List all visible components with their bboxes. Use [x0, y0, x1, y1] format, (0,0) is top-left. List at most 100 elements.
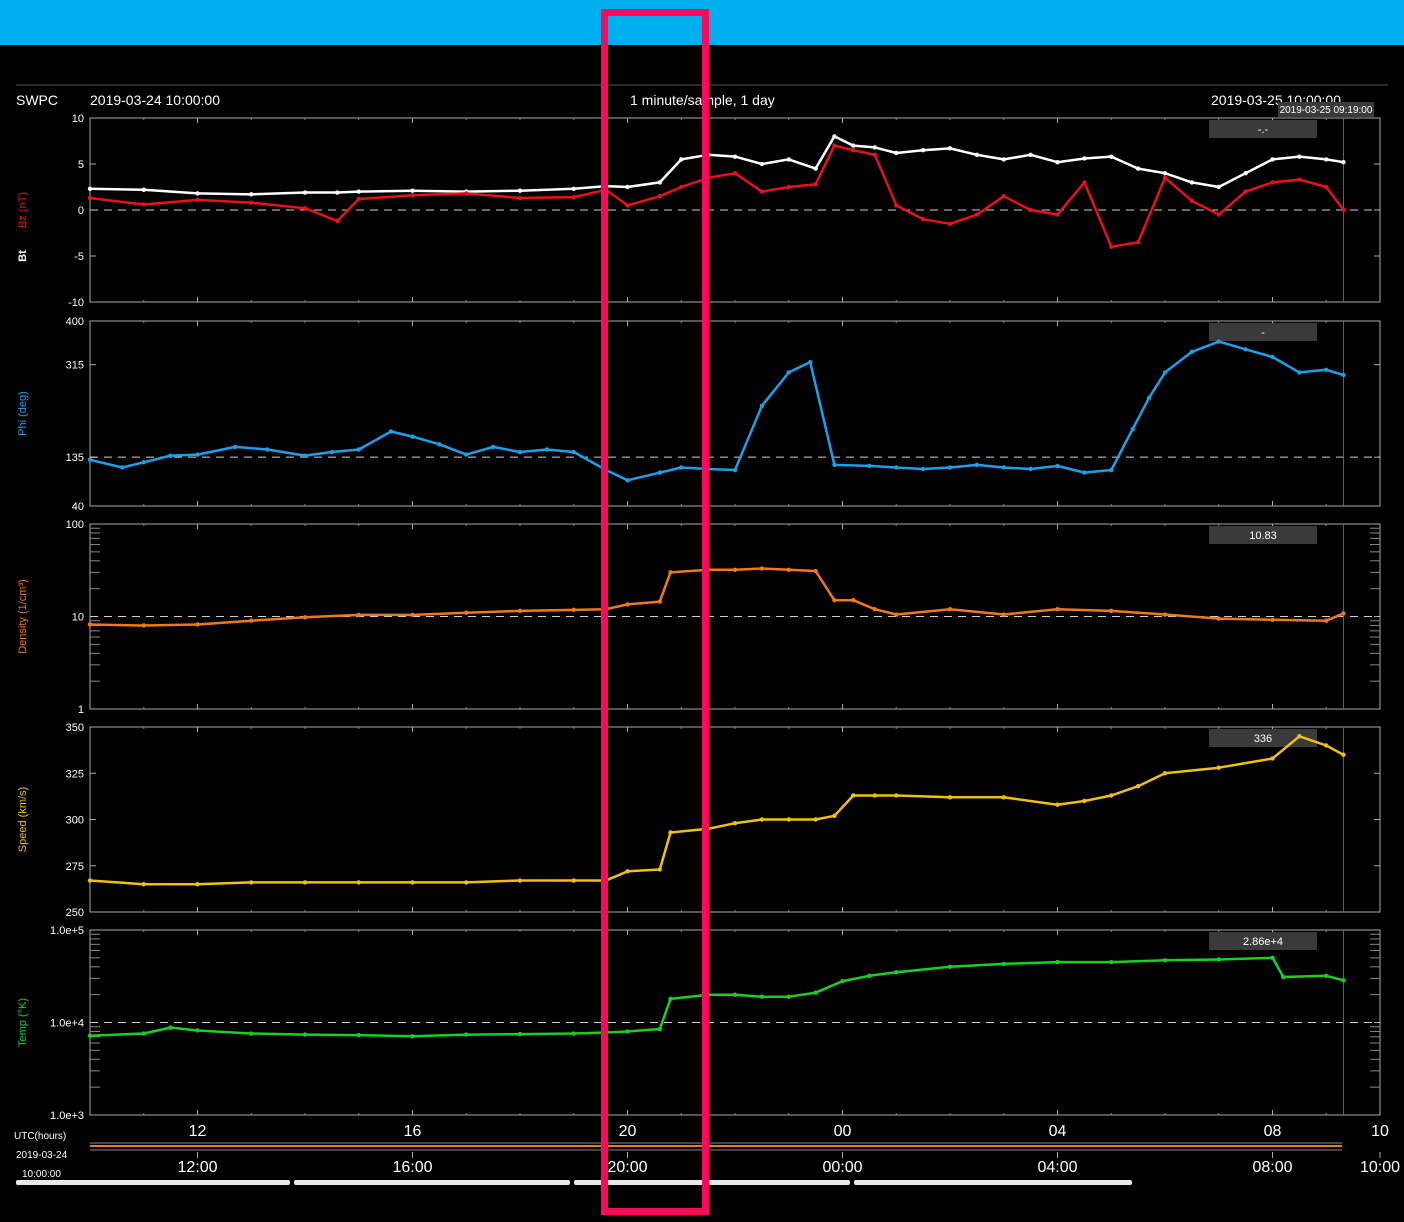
data-point-bz: [947, 221, 953, 226]
y-tick-label: 0: [78, 205, 84, 217]
data-point-density: [1109, 608, 1114, 614]
data-point-temp: [356, 1032, 361, 1038]
data-point-speed: [872, 793, 877, 798]
data-point-bt: [1189, 180, 1195, 185]
data-point-phi: [329, 449, 335, 455]
data-point-bt: [894, 150, 899, 156]
data-point-bt: [1216, 184, 1221, 190]
data-point-phi: [388, 429, 394, 434]
data-point-density: [851, 598, 856, 603]
tab-4[interactable]: [854, 1180, 1132, 1185]
data-point-phi: [832, 462, 837, 468]
data-point-phi: [168, 453, 173, 458]
readout-value: -: [1261, 327, 1265, 339]
data-point-phi: [464, 452, 469, 457]
y-axis-label: Speed (km/s): [17, 787, 29, 852]
data-point-bt: [679, 157, 684, 162]
data-point-temp: [168, 1025, 173, 1030]
data-point-speed: [356, 880, 361, 885]
data-point-density: [872, 606, 877, 612]
data-point-temp: [1055, 959, 1060, 965]
y-tick-label: 5: [78, 159, 84, 171]
data-point-density: [1055, 606, 1060, 612]
data-point-bt: [141, 187, 146, 192]
date-label: 2019-03-24: [16, 1150, 68, 1161]
hour-tick-label: 04: [1049, 1123, 1067, 1140]
y-tick-label: 325: [66, 768, 84, 780]
data-point-speed: [1162, 771, 1168, 776]
y-tick-label: 1.0e+3: [50, 1110, 84, 1122]
tab-2[interactable]: [294, 1180, 570, 1185]
data-point-phi: [302, 453, 308, 458]
data-point-bz: [1082, 180, 1087, 185]
data-point-bz: [813, 182, 818, 187]
data-point-temp: [249, 1031, 254, 1036]
data-point-density: [786, 567, 791, 572]
data-point-bz: [517, 195, 523, 201]
data-point-speed: [1341, 752, 1346, 757]
data-point-bz: [1243, 189, 1248, 194]
data-point-density: [894, 612, 899, 617]
data-point-speed: [832, 813, 837, 818]
timeline-tick-label: 00:00: [822, 1159, 862, 1176]
data-point-bz: [872, 152, 877, 157]
data-point-phi: [1162, 370, 1168, 375]
data-point-speed: [410, 880, 415, 885]
data-point-bt: [732, 154, 738, 159]
data-point-temp: [1216, 957, 1221, 962]
data-point-bt: [920, 148, 926, 153]
y-tick-label: 135: [66, 452, 84, 464]
y-tick-label: 250: [66, 907, 84, 919]
data-point-speed: [732, 821, 738, 826]
hour-tick-label: 08: [1264, 1123, 1282, 1140]
data-point-speed: [625, 869, 630, 874]
timeline-tick-label: 16:00: [392, 1159, 432, 1176]
x-axis-label: UTC(hours): [14, 1131, 66, 1142]
data-point-phi: [920, 466, 926, 472]
data-point-speed: [1109, 793, 1114, 798]
y-tick-label: 1: [78, 704, 84, 716]
data-point-density: [1216, 616, 1221, 621]
hour-tick-label: 00: [834, 1123, 852, 1140]
data-point-phi: [1341, 372, 1346, 378]
data-point-density: [1162, 612, 1168, 617]
data-point-bt: [947, 146, 953, 151]
data-point-speed: [517, 878, 523, 883]
start-time: 2019-03-24 10:00:00: [90, 92, 220, 108]
data-point-density: [759, 566, 765, 571]
data-point-bz: [335, 218, 340, 224]
data-point-speed: [571, 878, 576, 883]
y-tick-label: 315: [66, 360, 84, 372]
y-tick-label: 40: [72, 501, 84, 513]
series-density-line: [89, 567, 1344, 627]
data-point-bt: [302, 190, 308, 195]
data-point-speed: [1082, 798, 1087, 804]
timeline-tick-label: 12:00: [177, 1159, 217, 1176]
data-point-temp: [657, 1026, 662, 1032]
data-point-bt: [1297, 154, 1302, 159]
data-point-temp: [759, 994, 765, 999]
data-point-phi: [759, 403, 765, 408]
tab-1[interactable]: [16, 1180, 290, 1185]
data-point-density: [356, 612, 361, 618]
data-point-bz: [1324, 184, 1329, 190]
data-point-temp: [786, 994, 791, 999]
cursor-time-box: [1278, 102, 1374, 117]
data-point-temp: [195, 1028, 200, 1033]
data-point-density: [657, 599, 662, 604]
data-point-bz: [1162, 175, 1168, 180]
data-point-speed: [1135, 784, 1141, 789]
data-point-bt: [851, 143, 856, 148]
data-point-temp: [464, 1032, 469, 1037]
data-point-speed: [1324, 743, 1329, 748]
data-point-density: [195, 622, 200, 627]
data-point-temp: [867, 973, 872, 978]
data-point-speed: [1055, 802, 1060, 807]
tab-3[interactable]: [574, 1180, 850, 1185]
data-point-phi: [1146, 395, 1152, 401]
data-point-bz: [141, 202, 146, 207]
data-point-density: [1341, 611, 1346, 616]
data-point-temp: [302, 1032, 308, 1037]
data-point-phi: [232, 444, 238, 450]
tab-strip: [16, 1180, 1132, 1186]
